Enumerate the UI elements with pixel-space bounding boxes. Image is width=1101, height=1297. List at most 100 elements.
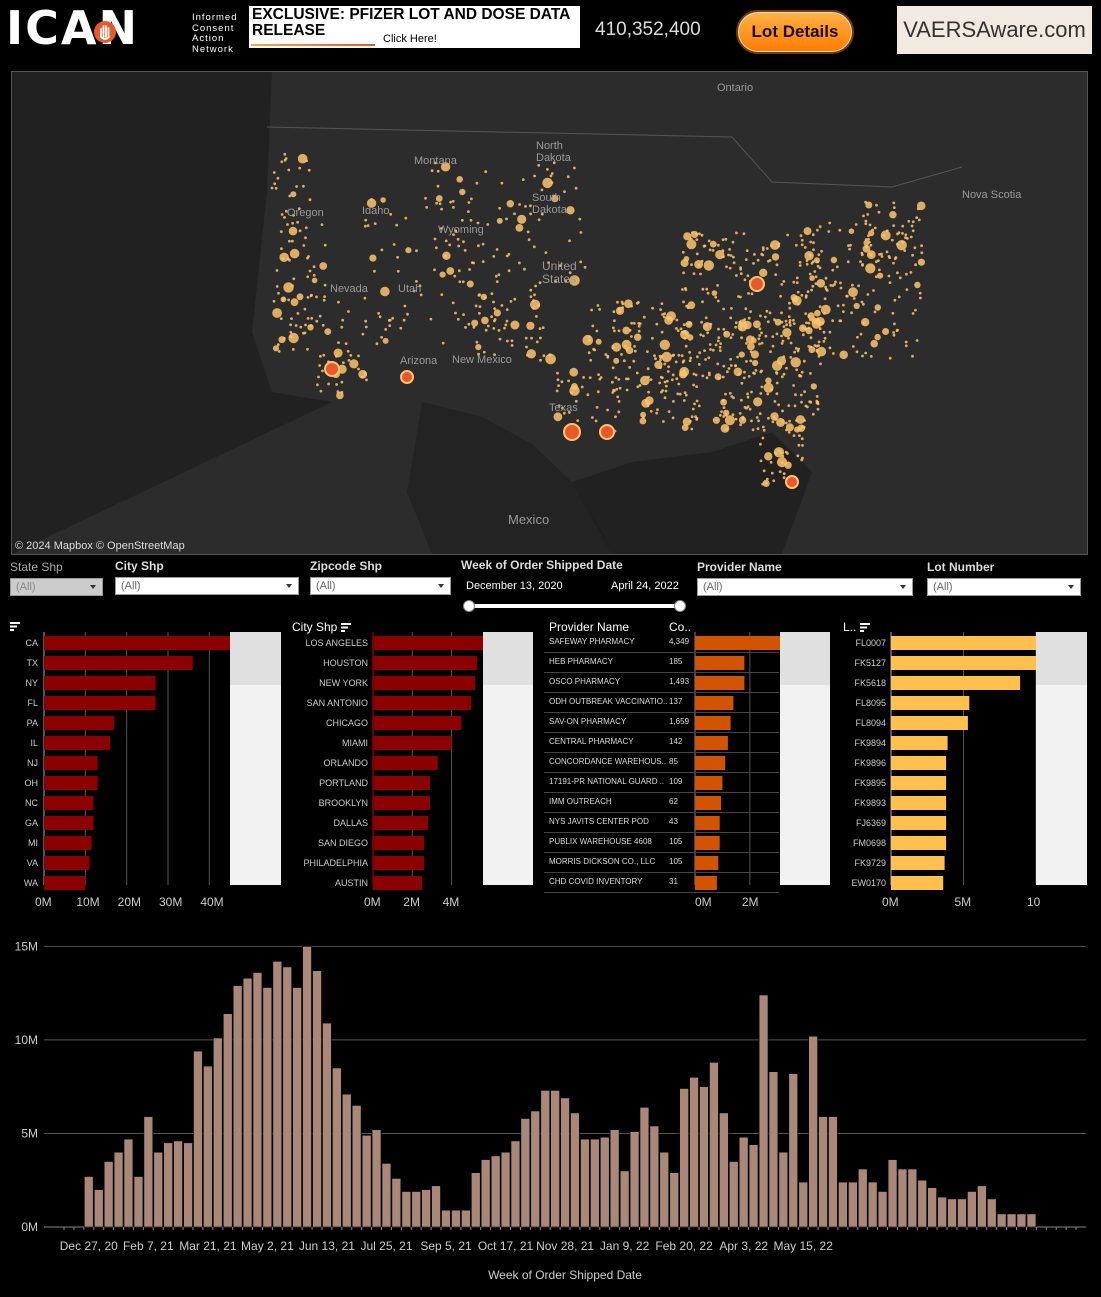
- panel-scroll-thumb[interactable]: [1036, 632, 1087, 685]
- map-label-ontario: Ontario: [717, 82, 754, 94]
- state-bar-chart[interactable]: CA TX NY FL PA IL NJ OH NC GA MI VA WA 0M 10M 20M 30M 40M: [0, 632, 285, 917]
- bar-fk9895: [891, 776, 947, 790]
- city-filter-select[interactable]: (All): [115, 577, 299, 595]
- provider-row[interactable]: OSCO PHARMACY 1,493: [544, 672, 779, 693]
- map-attribution[interactable]: © 2024 Mapbox © OpenStreetMap: [15, 540, 185, 552]
- bar-fl: [44, 696, 156, 710]
- provider-row[interactable]: IMM OUTREACH 62: [544, 792, 779, 813]
- sort-icon[interactable]: [10, 622, 20, 631]
- weekly-shipments-histogram[interactable]: 0M 5M 10M 15M Dec 27, 20 Feb 7, 21 Mar 21, 21 M…: [0, 925, 1101, 1292]
- provider-bar: [695, 836, 720, 850]
- provider-count-cell: 105: [669, 857, 683, 866]
- provider-count-cell: 43: [669, 817, 678, 826]
- category-label: WA: [23, 878, 38, 888]
- chevron-down-icon: [900, 585, 906, 589]
- week-bar: [84, 1176, 94, 1228]
- provider-filter-select[interactable]: (All): [697, 578, 913, 596]
- city-bar-chart[interactable]: LOS ANGELES HOUSTON NEW YORK SAN ANTONIO CHI…: [285, 632, 540, 917]
- category-label: NJ: [27, 758, 38, 768]
- provider-count-cell: 1,493: [669, 677, 690, 686]
- mexico-landmass: [407, 402, 612, 554]
- week-bar: [1016, 1213, 1027, 1228]
- zip-filter-label: Zipcode Shp: [310, 559, 382, 573]
- week-bar: [590, 1138, 600, 1228]
- week-range-slider[interactable]: [467, 604, 681, 608]
- hotspot-marker: [400, 370, 414, 384]
- bar-nj: [44, 756, 98, 770]
- week-bar: [907, 1168, 918, 1228]
- sort-icon[interactable]: [340, 623, 351, 632]
- provider-map[interactable]: Ontario North Dakota Montana South Dakot…: [11, 71, 1088, 555]
- provider-count-header[interactable]: Co..: [669, 620, 692, 634]
- provider-row[interactable]: PUBLIX WAREHOUSE 4608 105: [544, 832, 779, 853]
- bar-brooklyn: [373, 796, 430, 810]
- week-bar: [232, 985, 243, 1228]
- banner-click-link[interactable]: Click Here!: [383, 33, 437, 45]
- lot-bar-chart[interactable]: FL0007 FK5127 FK5618 FL8095 FL8094 FK9894 FK98…: [835, 632, 1101, 917]
- pfizer-release-banner[interactable]: EXCLUSIVE: PFIZER LOT AND DOSE DATA RELE…: [249, 6, 580, 48]
- provider-name-cell: HEB PHARMACY: [549, 657, 614, 666]
- week-bar: [838, 1181, 848, 1228]
- week-bar: [103, 1161, 114, 1228]
- category-label: FK9895: [854, 778, 886, 788]
- panel-scroll-thumb[interactable]: [230, 632, 281, 685]
- week-end-date[interactable]: April 24, 2022: [611, 580, 679, 592]
- map-label-wyoming: Wyoming: [438, 224, 484, 236]
- provider-row[interactable]: HEB PHARMACY 185: [544, 652, 779, 673]
- bar-pa: [44, 716, 115, 730]
- week-bar: [639, 1107, 650, 1228]
- week-start-date[interactable]: December 13, 2020: [466, 580, 563, 592]
- vaersaware-link[interactable]: VAERSAware.com: [897, 6, 1092, 54]
- provider-row[interactable]: CHD COVID INVENTORY 31: [544, 872, 779, 893]
- provider-row[interactable]: 17191-PR NATIONAL GUARD .. 109: [544, 772, 779, 793]
- provider-row[interactable]: MORRIS DICKSON CO., LLC 105: [544, 852, 779, 873]
- bar-fl8095: [891, 696, 970, 710]
- week-slider-end-handle[interactable]: [674, 600, 686, 612]
- provider-table-chart[interactable]: SAFEWAY PHARMACY 4,349 HEB PHARMACY 185 OSCO…: [540, 632, 835, 917]
- week-bar: [242, 977, 253, 1228]
- provider-name-cell: CHD COVID INVENTORY: [549, 877, 643, 886]
- week-bar: [917, 1179, 927, 1228]
- week-slider-start-handle[interactable]: [463, 600, 475, 612]
- week-bar: [609, 1129, 620, 1228]
- provider-count-cell: 142: [669, 737, 683, 746]
- provider-bar: [695, 676, 745, 690]
- provider-row[interactable]: SAV-ON PHARMACY 1,659: [544, 712, 779, 733]
- x-tick-label: Nov 28, 21: [536, 1239, 594, 1253]
- bar-fk9893: [891, 796, 947, 810]
- week-bar: [123, 1138, 134, 1228]
- ican-logo[interactable]: ICAN Informed Consent Action Network: [6, 5, 238, 54]
- zip-filter-select[interactable]: (All): [310, 577, 451, 595]
- hotspot-marker: [599, 424, 615, 440]
- provider-row[interactable]: NYS JAVITS CENTER POD 43: [544, 812, 779, 833]
- category-label: NC: [25, 798, 38, 808]
- week-bar: [719, 1112, 729, 1228]
- week-filter-label: Week of Order Shipped Date: [461, 558, 623, 572]
- category-label: AUSTIN: [334, 878, 368, 888]
- city-filter-label: City Shp: [115, 559, 164, 573]
- provider-bar-plot: [694, 632, 780, 890]
- panel-scroll-thumb[interactable]: [483, 632, 533, 685]
- panel-scroll-thumb[interactable]: [780, 632, 830, 685]
- lot-details-button[interactable]: Lot Details: [736, 10, 854, 54]
- category-label: HOUSTON: [323, 658, 368, 668]
- bar-plot: [43, 632, 230, 890]
- provider-row[interactable]: SAFEWAY PHARMACY 4,349: [544, 632, 779, 653]
- provider-name-header[interactable]: Provider Name: [549, 620, 630, 634]
- lot-filter-select[interactable]: (All): [927, 578, 1081, 596]
- provider-row[interactable]: CONCORDANCE WAREHOUS.. 85: [544, 752, 779, 773]
- bar-portland: [373, 776, 430, 790]
- x-tick-label: Jul 25, 21: [360, 1239, 412, 1253]
- provider-row[interactable]: CENTRAL PHARMACY 142: [544, 732, 779, 753]
- category-label: MI: [28, 838, 38, 848]
- week-bar: [709, 1062, 719, 1228]
- week-bar: [560, 1097, 570, 1228]
- week-bar: [252, 972, 263, 1228]
- x-axis-title: Week of Order Shipped Date: [488, 1268, 642, 1282]
- week-bar: [828, 1116, 838, 1228]
- map-label-united-states: United States: [542, 259, 577, 286]
- pacific-ocean: [12, 72, 332, 554]
- state-filter-select[interactable]: (All): [10, 578, 103, 596]
- provider-row[interactable]: ODH OUTBREAK VACCINATIO.. 137: [544, 692, 779, 713]
- sort-icon[interactable]: [859, 623, 870, 632]
